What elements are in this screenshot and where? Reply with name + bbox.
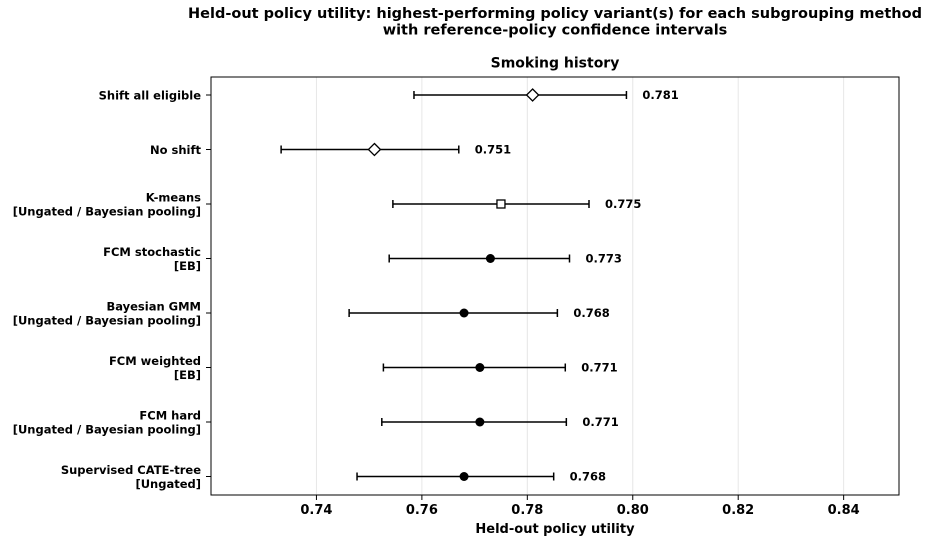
x-tick-label: 0.80 — [617, 503, 649, 518]
category-label: [EB] — [174, 368, 201, 382]
x-tick-label: 0.74 — [300, 503, 332, 518]
category-label: FCM stochastic — [103, 245, 201, 259]
category-label: [Ungated / Bayesian pooling] — [13, 205, 201, 219]
x-axis-label: Held-out policy utility — [475, 522, 635, 537]
category-label: [Ungated] — [135, 477, 201, 491]
axis-layer: 0.74 0.76 0.78 0.80 0.82 0.84 Shift all eligib… — [13, 89, 860, 519]
point-marker-circle — [475, 363, 485, 372]
point-marker-circle — [459, 308, 469, 318]
x-tick-label: 0.82 — [722, 503, 754, 518]
value-label: 0.768 — [573, 306, 609, 320]
value-label: 0.771 — [582, 415, 618, 429]
x-tick-label: 0.76 — [406, 503, 438, 518]
value-label: 0.771 — [581, 361, 617, 375]
chart-title-line-1: Held-out policy utility: highest-perform… — [188, 6, 922, 22]
point-marker-diamond — [525, 88, 540, 102]
plot-area-frame — [210, 76, 900, 496]
category-label: Bayesian GMM — [106, 300, 201, 314]
category-label: No shift — [150, 143, 202, 157]
category-label: FCM weighted — [109, 354, 201, 368]
value-label: 0.773 — [585, 252, 621, 266]
value-label: 0.751 — [475, 143, 511, 157]
category-label: [Ungated / Bayesian pooling] — [13, 423, 201, 437]
category-label: Shift all eligible — [99, 89, 202, 103]
category-label: [EB] — [174, 259, 201, 273]
category-label: FCM hard — [139, 409, 201, 423]
point-marker-diamond — [367, 142, 382, 157]
grid-layer — [315, 77, 845, 495]
point-marker-circle — [475, 417, 485, 427]
value-label: 0.775 — [605, 197, 641, 211]
point-marker-circle — [459, 472, 469, 481]
category-label: K-means — [146, 191, 201, 205]
chart-title-line-2: with reference-policy confidence interva… — [383, 23, 728, 39]
marks-layer: 0.781 0.751 0.775 0.773 0.768 0.771 0.771 0.768 — [280, 88, 679, 484]
x-tick-label: 0.78 — [511, 503, 543, 518]
x-tick-label: 0.84 — [828, 503, 860, 518]
chart-subtitle: Smoking history — [491, 56, 620, 72]
value-label: 0.781 — [642, 88, 678, 102]
value-label: 0.768 — [570, 470, 606, 484]
point-marker-circle — [485, 254, 495, 263]
category-label: [Ungated / Bayesian pooling] — [13, 314, 201, 328]
point-marker-square — [496, 199, 506, 209]
category-label: Supervised CATE-tree — [61, 463, 201, 477]
